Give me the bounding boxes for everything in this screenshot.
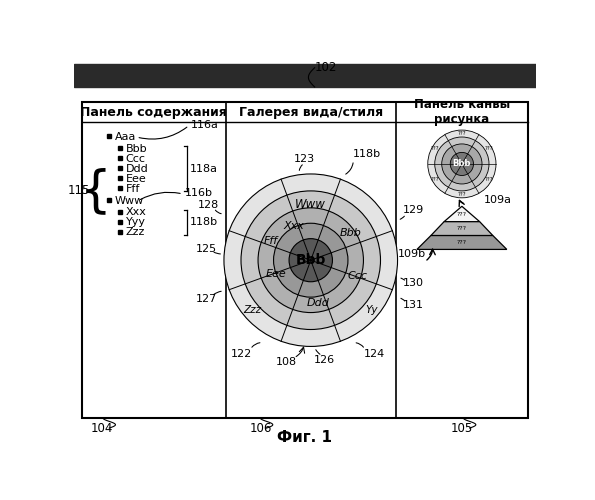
- Text: Eee: Eee: [126, 174, 146, 184]
- Text: 105: 105: [451, 422, 473, 434]
- Text: Fff: Fff: [126, 184, 140, 194]
- Text: 122: 122: [230, 349, 252, 359]
- Circle shape: [428, 130, 496, 198]
- Text: ???: ???: [458, 192, 466, 197]
- Text: Фиг. 1: Фиг. 1: [277, 430, 332, 445]
- Text: ???: ???: [431, 146, 439, 151]
- Text: Панель содержания: Панель содержания: [80, 106, 227, 119]
- Text: 129: 129: [403, 205, 424, 215]
- Circle shape: [441, 144, 482, 184]
- Text: ???: ???: [484, 146, 493, 151]
- Text: Bbb: Bbb: [296, 253, 326, 267]
- Bar: [82, 102, 528, 418]
- Text: ???: ???: [457, 226, 467, 231]
- Text: 118a: 118a: [190, 164, 218, 173]
- Text: 128: 128: [198, 200, 219, 210]
- Bar: [74, 64, 536, 87]
- Text: ???: ???: [458, 130, 466, 136]
- Text: 116a: 116a: [190, 120, 218, 130]
- Text: 108: 108: [275, 357, 296, 367]
- Text: Ccc: Ccc: [347, 270, 367, 280]
- Text: 102: 102: [315, 61, 337, 74]
- Circle shape: [435, 137, 489, 191]
- Text: 131: 131: [403, 300, 424, 310]
- Polygon shape: [417, 236, 507, 250]
- Text: 104: 104: [90, 422, 112, 434]
- Text: Xxx: Xxx: [283, 220, 304, 230]
- Text: ???: ???: [431, 177, 439, 182]
- Text: Ddd: Ddd: [307, 298, 330, 308]
- Text: 125: 125: [196, 244, 217, 254]
- Text: Eee: Eee: [265, 269, 286, 279]
- Text: Ccc: Ccc: [126, 154, 146, 164]
- Polygon shape: [431, 222, 493, 235]
- Text: ???: ???: [484, 177, 493, 182]
- Text: 109b: 109b: [398, 249, 427, 259]
- Text: Zzz: Zzz: [126, 228, 145, 237]
- Text: Zzz: Zzz: [243, 305, 262, 316]
- Text: 126: 126: [314, 356, 335, 366]
- Text: 118b: 118b: [352, 149, 381, 159]
- Text: 118b: 118b: [190, 218, 218, 228]
- Text: Www: Www: [115, 196, 144, 206]
- Circle shape: [450, 152, 474, 176]
- Text: Bbb: Bbb: [126, 144, 147, 154]
- Text: Галерея вида/стиля: Галерея вида/стиля: [239, 106, 383, 119]
- Text: Bbb: Bbb: [340, 228, 362, 238]
- Text: {: {: [80, 167, 112, 215]
- Text: Bbb: Bbb: [453, 160, 471, 168]
- Text: 124: 124: [364, 349, 385, 359]
- Circle shape: [224, 174, 397, 346]
- Text: Www: Www: [295, 198, 326, 211]
- Circle shape: [241, 191, 380, 330]
- Text: 116b: 116b: [184, 188, 212, 198]
- Text: ???: ???: [457, 212, 467, 216]
- Text: Aaa: Aaa: [115, 132, 136, 142]
- Text: Yy: Yy: [365, 305, 377, 316]
- Circle shape: [274, 223, 348, 297]
- Polygon shape: [444, 206, 480, 222]
- Text: 127: 127: [196, 294, 217, 304]
- Text: Панель канвы
рисунка: Панель канвы рисунка: [414, 98, 510, 126]
- Text: 109a: 109a: [484, 195, 512, 205]
- Text: 106: 106: [249, 422, 271, 434]
- Text: 115: 115: [67, 184, 90, 198]
- Text: Fff: Fff: [264, 236, 277, 246]
- Circle shape: [258, 208, 364, 312]
- Text: 123: 123: [294, 154, 315, 164]
- Text: Ddd: Ddd: [126, 164, 148, 173]
- Text: ???: ???: [457, 240, 467, 245]
- Text: 130: 130: [403, 278, 424, 288]
- Text: Xxx: Xxx: [126, 208, 146, 218]
- Text: Yyy: Yyy: [126, 218, 146, 228]
- Circle shape: [289, 238, 333, 282]
